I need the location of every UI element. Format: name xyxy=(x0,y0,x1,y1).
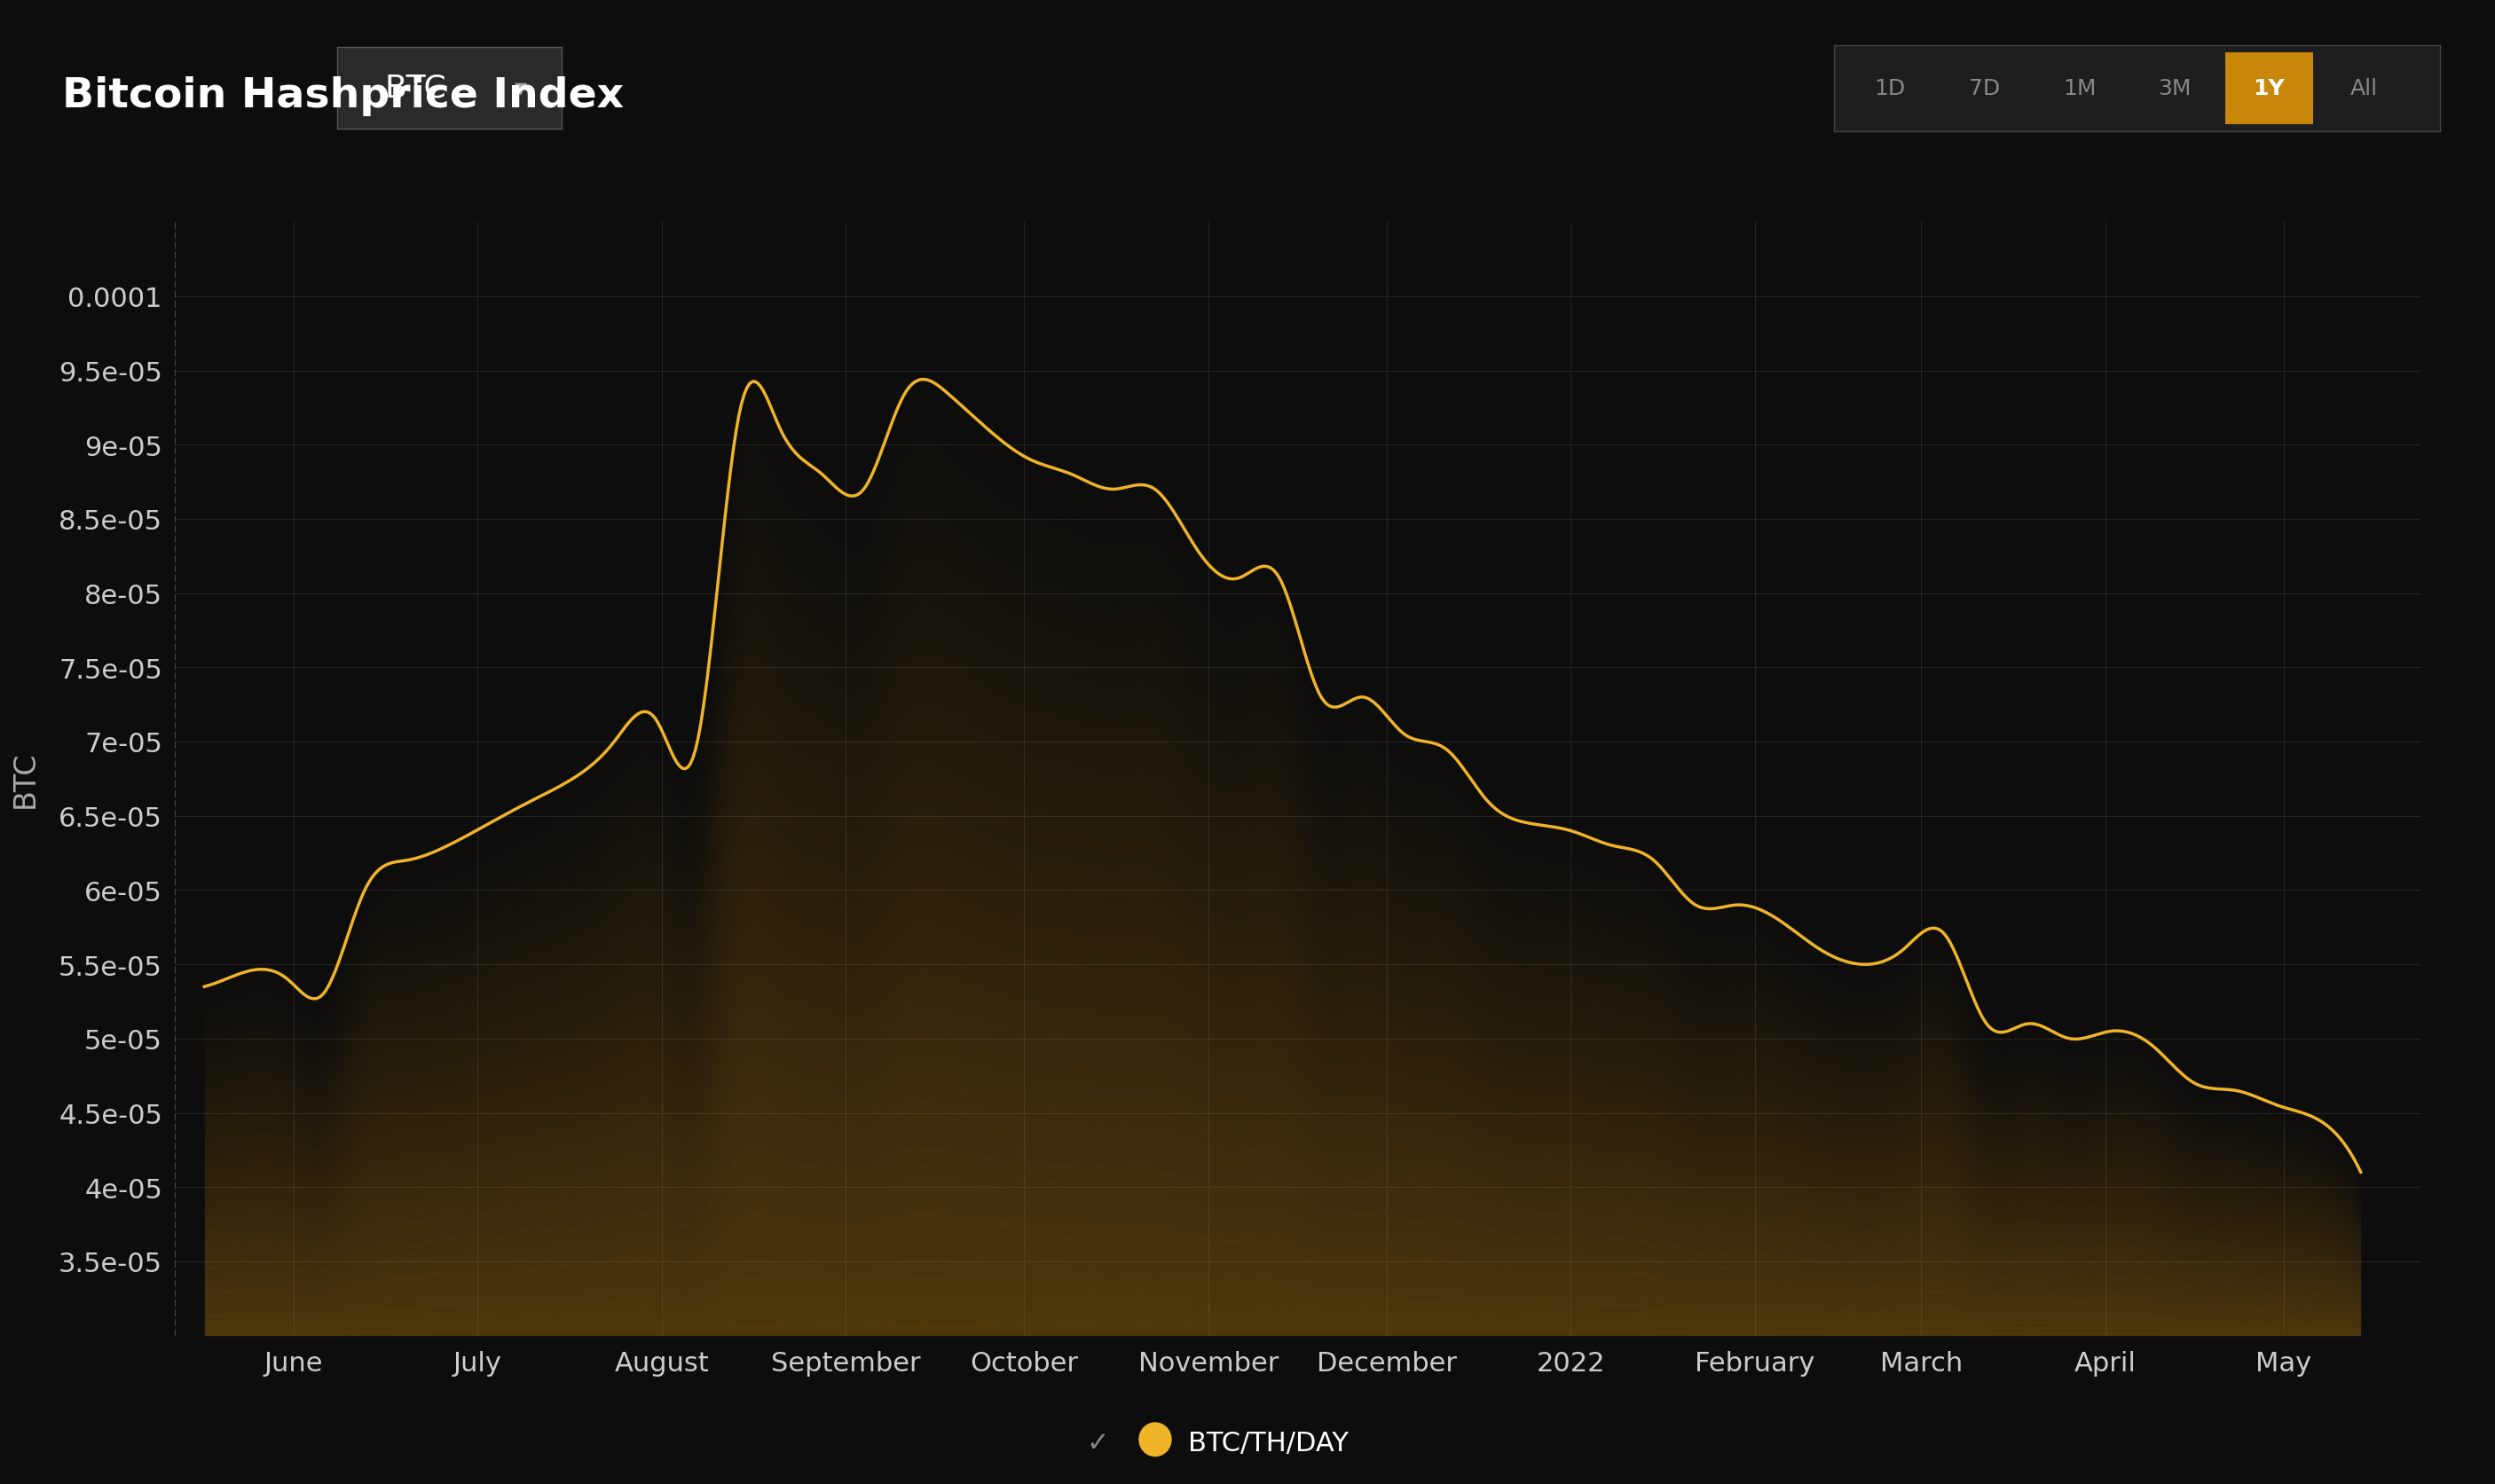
Y-axis label: BTC: BTC xyxy=(10,751,40,807)
Text: Bitcoin Hashprice Index: Bitcoin Hashprice Index xyxy=(62,77,624,116)
Text: 1D: 1D xyxy=(1874,79,1906,99)
Text: BTC: BTC xyxy=(384,73,447,104)
Text: BTC/TH/DAY: BTC/TH/DAY xyxy=(1188,1429,1347,1456)
Text: ✓: ✓ xyxy=(1085,1429,1110,1456)
Text: 3M: 3M xyxy=(2158,79,2191,99)
Text: ▾: ▾ xyxy=(514,76,526,101)
Text: 1Y: 1Y xyxy=(2253,79,2285,99)
Text: All: All xyxy=(2350,79,2378,99)
Text: 7D: 7D xyxy=(1969,79,2001,99)
Text: 1M: 1M xyxy=(2063,79,2096,99)
Circle shape xyxy=(1140,1423,1170,1456)
